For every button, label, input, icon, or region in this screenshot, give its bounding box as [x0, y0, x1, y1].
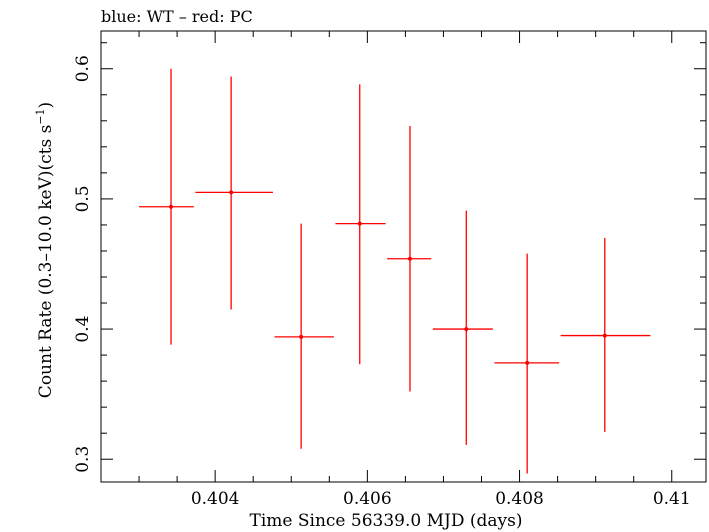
x-tick-label: 0.406	[343, 489, 392, 509]
x-tick-label: 0.404	[191, 489, 240, 509]
y-axis-label-main: Count Rate (0.3–10.0 keV)(cts s	[36, 125, 56, 399]
data-point	[195, 76, 273, 310]
data-point	[274, 223, 334, 449]
data-marker	[602, 333, 607, 338]
data-marker	[464, 327, 469, 332]
data-point	[335, 84, 386, 365]
y-tick-label: 0.6	[73, 55, 93, 82]
x-tick-label: 0.408	[495, 489, 544, 509]
y-tick-label: 0.5	[73, 185, 93, 212]
x-axis-label: Time Since 56339.0 MJD (days)	[250, 511, 523, 531]
data-marker	[229, 190, 234, 195]
data-point	[560, 237, 651, 432]
chart-title: blue: WT – red: PC	[101, 7, 253, 26]
data-point	[139, 68, 194, 345]
plot-frame	[100, 30, 707, 483]
y-axis-label-close: )	[36, 102, 56, 109]
y-tick-label: 0.3	[73, 446, 93, 473]
y-axis-label-superscript: −1	[34, 108, 47, 124]
data-point	[494, 253, 560, 474]
axis-tick-labels: 0.404 0.406 0.408 0.41 0.3 0.4 0.5 0.6	[73, 55, 691, 509]
x-tick-label: 0.41	[653, 489, 691, 509]
data-points	[139, 68, 651, 474]
data-marker	[407, 256, 412, 261]
data-point	[432, 210, 493, 445]
data-marker	[525, 360, 530, 365]
data-marker	[299, 334, 304, 339]
axis-ticks	[100, 31, 706, 482]
data-point	[387, 126, 432, 392]
y-axis-label: Count Rate (0.3–10.0 keV)(cts s−1)	[34, 102, 56, 398]
data-marker	[169, 204, 174, 209]
y-tick-label: 0.4	[73, 316, 93, 343]
data-marker	[357, 221, 362, 226]
